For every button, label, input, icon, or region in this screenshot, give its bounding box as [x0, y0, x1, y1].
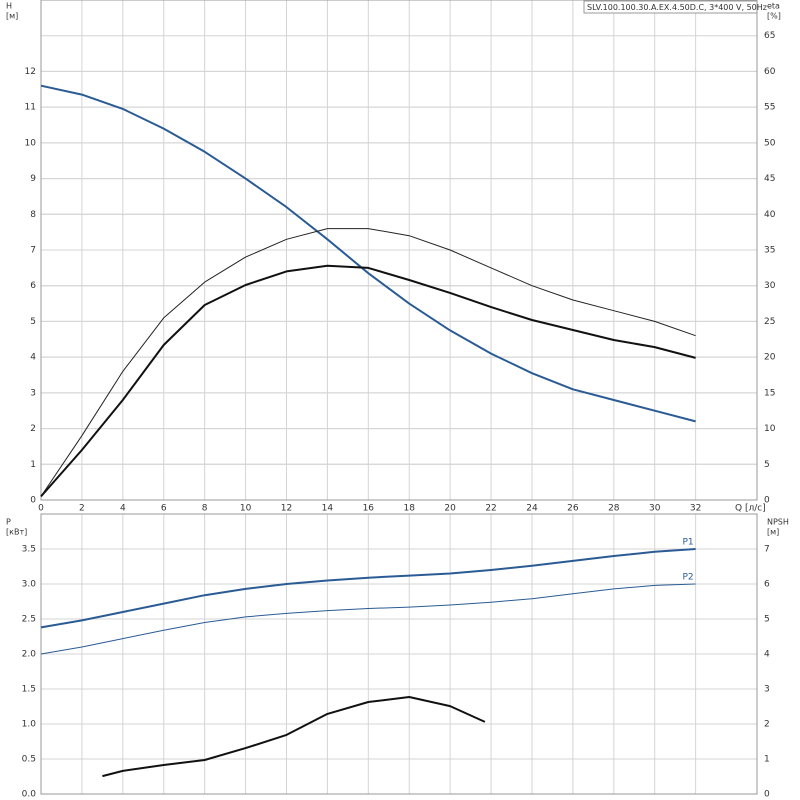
- y2-tick-label: 30: [764, 281, 776, 291]
- x-tick-label: 18: [404, 504, 416, 514]
- y-tick-label: 12: [25, 67, 36, 77]
- x-tick-label: 24: [526, 504, 538, 514]
- curve: [40, 583, 696, 655]
- x-tick-label: 8: [202, 504, 208, 514]
- x-tick-label: 14: [322, 504, 334, 514]
- curve: [102, 696, 486, 778]
- title-box: [583, 0, 758, 14]
- y-axis-label: P: [6, 518, 11, 527]
- y2-tick-label: 40: [764, 210, 776, 220]
- series-label: P1: [682, 538, 693, 548]
- y2-tick-label: 25: [764, 317, 775, 327]
- curve: [40, 228, 696, 497]
- y-tick-label: 3.5: [22, 545, 36, 555]
- x-axis-label: Q [л/с]: [735, 504, 766, 514]
- x-tick-label: 16: [363, 504, 375, 514]
- chart-title: SLV.100.100.30.A.EX.4.50D.C, 3*400 V, 50…: [587, 3, 767, 12]
- curve: [40, 84, 696, 423]
- y-tick-label: 3.0: [22, 580, 37, 590]
- y2-tick-label: 65: [764, 31, 775, 41]
- y2-tick-label: 10: [764, 424, 776, 434]
- y-axis-label: [м]: [6, 12, 18, 21]
- y2-axis-label: [%]: [767, 12, 781, 21]
- y-tick-label: 3: [30, 388, 36, 398]
- x-tick-label: 32: [690, 504, 701, 514]
- x-tick-label: 20: [444, 504, 456, 514]
- plot-frame: [40, 0, 758, 501]
- y-tick-label: 1: [30, 460, 36, 470]
- x-tick-label: 12: [281, 504, 292, 514]
- y2-tick-label: 6: [764, 580, 770, 590]
- x-tick-label: 10: [240, 504, 252, 514]
- y-tick-label: 0: [30, 496, 36, 506]
- y2-axis-label: eta: [767, 2, 780, 11]
- y2-tick-label: 0: [764, 496, 770, 506]
- y2-tick-label: 35: [764, 246, 775, 256]
- y2-tick-label: 20: [764, 353, 776, 363]
- x-tick-label: 26: [567, 504, 579, 514]
- x-tick-label: 4: [120, 504, 126, 514]
- y2-tick-label: 50: [764, 138, 776, 148]
- x-tick-label: 28: [608, 504, 620, 514]
- y2-tick-label: 3: [764, 685, 770, 695]
- y-axis-label: [кВт]: [6, 528, 27, 537]
- y2-tick-label: 7: [764, 545, 770, 555]
- y2-tick-label: 1: [764, 755, 770, 765]
- y2-axis-label: [м]: [767, 528, 779, 537]
- y2-tick-label: 60: [764, 67, 776, 77]
- y2-tick-label: 45: [764, 174, 775, 184]
- y-tick-label: 0.5: [22, 755, 36, 765]
- x-tick-label: 30: [649, 504, 661, 514]
- y-tick-label: 2.0: [22, 650, 37, 660]
- y2-tick-label: 4: [764, 650, 770, 660]
- y-tick-label: 2.5: [22, 615, 36, 625]
- x-tick-label: 0: [38, 504, 44, 514]
- y-tick-label: 5: [30, 317, 36, 327]
- x-tick-label: 2: [79, 504, 85, 514]
- y2-tick-label: 55: [764, 103, 775, 113]
- y-tick-label: 1.0: [22, 720, 37, 730]
- curve: [40, 264, 696, 498]
- y-tick-label: 10: [25, 138, 37, 148]
- y2-tick-label: 0: [764, 790, 770, 800]
- y-tick-label: 9: [30, 174, 36, 184]
- y2-tick-label: 5: [764, 615, 770, 625]
- y-tick-label: 11: [25, 103, 36, 113]
- y-tick-label: 1.5: [22, 685, 36, 695]
- y-tick-label: 2: [30, 424, 36, 434]
- y-tick-label: 8: [30, 210, 36, 220]
- x-tick-label: 22: [485, 504, 496, 514]
- y2-tick-label: 15: [764, 388, 775, 398]
- y-axis-label: H: [6, 2, 12, 11]
- y-tick-label: 0.0: [22, 790, 37, 800]
- y2-tick-label: 2: [764, 720, 770, 730]
- x-tick-label: 6: [161, 504, 167, 514]
- y-tick-label: 7: [30, 246, 36, 256]
- y2-axis-label: NPSH: [767, 518, 789, 527]
- curve: [40, 548, 696, 629]
- y-tick-label: 6: [30, 281, 36, 291]
- y2-tick-label: 5: [764, 460, 770, 470]
- y-tick-label: 4: [30, 353, 36, 363]
- series-label: P2: [682, 573, 693, 583]
